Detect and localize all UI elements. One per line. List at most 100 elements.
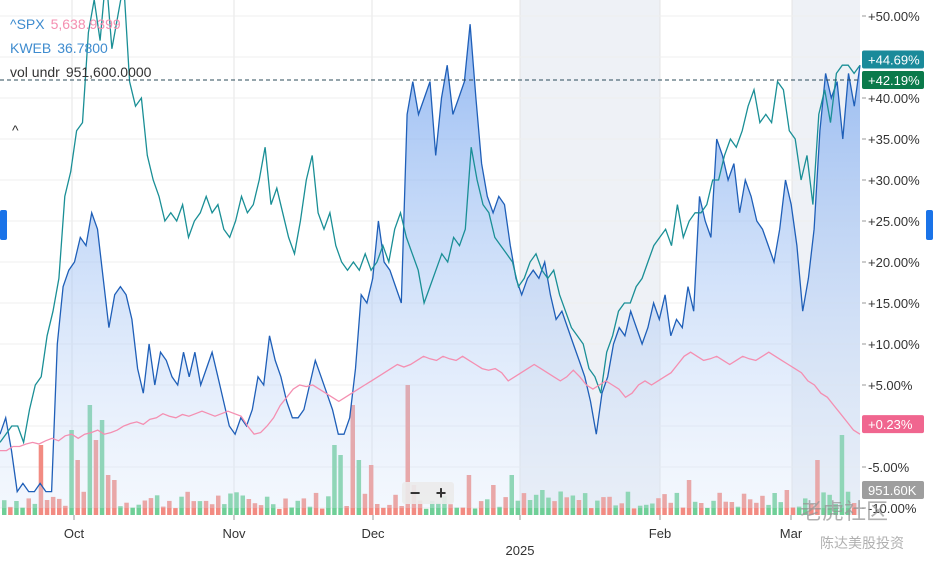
y-tick-label: +50.00% xyxy=(868,9,920,24)
volume-bar xyxy=(173,508,178,515)
legend-vol-symbol: vol undr xyxy=(10,64,60,80)
volume-bar xyxy=(124,502,129,515)
watermark-primary: 老虎社区 xyxy=(800,500,889,525)
x-tick-label: 2025 xyxy=(506,543,535,558)
volume-bar xyxy=(423,508,429,515)
volume-bar xyxy=(589,508,594,515)
volume-bar xyxy=(252,503,258,515)
caret-up-icon[interactable]: ^ xyxy=(12,122,19,138)
x-tick-label: Oct xyxy=(64,526,85,541)
volume-bar xyxy=(399,506,404,515)
value-badge xyxy=(862,50,924,69)
x-tick-label: Nov xyxy=(222,526,246,541)
volume-bar xyxy=(851,503,857,515)
volume-bar xyxy=(38,445,44,515)
volume-bar xyxy=(723,501,728,515)
volume-bar xyxy=(497,506,502,515)
y-tick-label: -5.00% xyxy=(868,460,910,475)
volume-bar xyxy=(650,503,655,515)
volume-bar xyxy=(319,508,325,515)
y-tick-label: +30.00% xyxy=(868,173,920,188)
value-badge-label: +44.69% xyxy=(868,53,920,68)
legend-spx-value: 5,638.9399 xyxy=(50,16,121,32)
volume-bar xyxy=(136,504,141,515)
volume-bar xyxy=(118,506,123,515)
volume-bar xyxy=(460,507,466,515)
series-line-teal xyxy=(0,0,861,445)
legend-spx[interactable]: ^SPX 5,638.9399 xyxy=(10,12,151,36)
x-tick-label: Feb xyxy=(649,526,671,541)
volume-bar xyxy=(729,502,735,515)
x-tick-label: Mar xyxy=(780,526,803,541)
volume-bar xyxy=(32,503,38,515)
zoom-out-button[interactable]: − xyxy=(409,482,421,503)
volume-bar xyxy=(478,501,484,515)
legend-kweb[interactable]: KWEB 36.7800 xyxy=(10,36,151,60)
y-tick-label: -10.00% xyxy=(868,501,917,516)
volume-bar xyxy=(344,506,349,515)
y-tick-label: +5.00% xyxy=(868,378,913,393)
volume-bar xyxy=(833,504,838,515)
watermark-secondary: 陈达美股投资 xyxy=(820,536,904,552)
series-line-blue_area xyxy=(0,24,861,494)
volume-bar xyxy=(809,504,814,515)
series-line-spx_pink xyxy=(0,351,861,452)
volume-bar xyxy=(619,503,624,515)
zoom-controls: − + xyxy=(402,482,454,504)
volume-bar xyxy=(790,507,796,515)
volume-bar xyxy=(277,508,282,515)
volume-bar xyxy=(130,507,135,515)
volume-bar xyxy=(735,506,741,515)
volume-bar xyxy=(699,503,704,515)
volume-bar xyxy=(289,507,294,515)
volume-bar xyxy=(161,506,166,515)
volume-bar xyxy=(705,507,710,515)
volume-bar xyxy=(454,507,459,515)
legend-kweb-value: 36.7800 xyxy=(57,40,108,56)
kweb-area-fill xyxy=(0,24,860,508)
volume-bar xyxy=(387,504,392,515)
scroll-left-handle[interactable] xyxy=(0,210,7,240)
volume-bar xyxy=(637,505,643,515)
volume-bar xyxy=(381,507,386,515)
volume-bar xyxy=(552,501,557,515)
volume-bar xyxy=(20,507,25,515)
volume-bar xyxy=(613,505,618,515)
volume-bar xyxy=(644,504,649,515)
volume-bar xyxy=(692,501,698,515)
y-tick-label: +10.00% xyxy=(868,337,920,352)
value-badge-label: 951.60K xyxy=(868,483,917,498)
legend-kweb-symbol: KWEB xyxy=(10,40,52,56)
volume-bar xyxy=(631,508,637,515)
legend-spx-symbol: ^SPX xyxy=(10,16,45,32)
volume-bar xyxy=(375,504,380,515)
value-badge-label: +0.23% xyxy=(868,417,913,432)
volume-bar xyxy=(271,504,276,515)
value-badge xyxy=(862,71,924,90)
volume-bar xyxy=(436,502,441,515)
zoom-in-button[interactable]: + xyxy=(435,482,447,503)
volume-bar xyxy=(754,502,759,515)
y-tick-label: +15.00% xyxy=(868,296,920,311)
volume-bar xyxy=(680,507,686,515)
volume-bar xyxy=(191,501,196,515)
volume-bar xyxy=(796,506,802,515)
volume-bar xyxy=(766,504,771,515)
value-badge xyxy=(862,415,924,434)
y-tick-label: +35.00% xyxy=(868,132,920,147)
chart-legend: ^SPX 5,638.9399 KWEB 36.7800 vol undr 95… xyxy=(10,12,151,84)
x-tick-label: Dec xyxy=(361,526,385,541)
scroll-right-handle[interactable] xyxy=(926,210,933,240)
volume-bar xyxy=(448,504,453,515)
legend-vol[interactable]: vol undr 951,600.0000 xyxy=(10,60,151,84)
y-tick-label: +20.00% xyxy=(868,255,920,270)
volume-bar xyxy=(8,506,13,515)
volume-bar xyxy=(258,505,264,515)
legend-vol-value: 951,600.0000 xyxy=(65,64,152,80)
y-tick-label: +40.00% xyxy=(868,91,920,106)
volume-bar xyxy=(307,506,313,515)
value-badge xyxy=(862,481,924,499)
volume-bar xyxy=(197,501,203,515)
y-tick-label: +25.00% xyxy=(868,214,920,229)
